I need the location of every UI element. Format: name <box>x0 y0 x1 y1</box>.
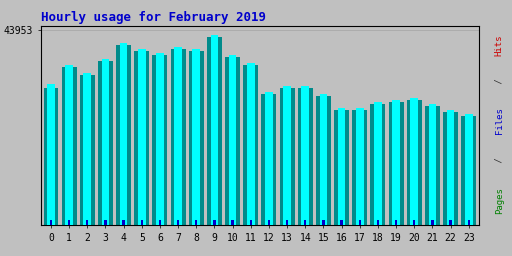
Bar <box>322 220 325 225</box>
Bar <box>374 102 382 225</box>
Bar <box>316 96 331 225</box>
Bar <box>156 53 164 225</box>
Bar <box>225 57 240 225</box>
Bar <box>193 49 200 225</box>
Bar <box>86 220 89 225</box>
Text: /: / <box>495 152 504 168</box>
Bar <box>170 49 185 225</box>
Bar <box>302 86 309 225</box>
Bar <box>65 65 73 225</box>
Text: Hits: Hits <box>495 35 504 56</box>
Bar <box>413 220 415 225</box>
Bar <box>395 220 397 225</box>
Bar <box>334 110 349 225</box>
Bar <box>120 43 127 225</box>
Bar <box>340 220 343 225</box>
Bar <box>450 220 452 225</box>
Bar <box>153 55 167 225</box>
Bar <box>356 108 364 225</box>
Text: /: / <box>495 72 504 89</box>
Bar <box>286 220 288 225</box>
Bar <box>231 220 233 225</box>
Bar <box>265 92 273 225</box>
Text: Hourly usage for February 2019: Hourly usage for February 2019 <box>41 12 266 24</box>
Bar <box>319 94 327 225</box>
Bar <box>352 110 367 225</box>
Bar <box>68 220 70 225</box>
Text: Pages: Pages <box>495 187 504 214</box>
Bar <box>159 220 161 225</box>
Bar <box>210 35 218 225</box>
Bar <box>47 84 55 225</box>
Bar <box>371 104 386 225</box>
Bar <box>338 108 346 225</box>
Bar <box>392 100 400 225</box>
Bar <box>207 37 222 225</box>
Bar <box>446 110 455 225</box>
Bar <box>214 220 216 225</box>
Bar <box>116 45 131 225</box>
Bar <box>425 106 440 225</box>
Bar <box>195 220 198 225</box>
Bar <box>247 63 254 225</box>
Bar <box>377 220 379 225</box>
Bar <box>174 47 182 225</box>
Bar <box>138 49 145 225</box>
Bar <box>465 114 473 225</box>
Bar <box>262 94 276 225</box>
Bar <box>443 112 458 225</box>
Bar <box>467 220 470 225</box>
Text: Files: Files <box>495 107 504 134</box>
Bar <box>44 88 58 225</box>
Bar <box>283 86 291 225</box>
Bar <box>429 104 436 225</box>
Bar <box>101 59 110 225</box>
Bar <box>268 220 270 225</box>
Bar <box>122 220 125 225</box>
Bar <box>134 51 149 225</box>
Bar <box>358 220 361 225</box>
Bar <box>141 220 143 225</box>
Bar <box>104 220 106 225</box>
Bar <box>304 220 306 225</box>
Bar <box>461 116 476 225</box>
Bar <box>410 98 418 225</box>
Bar <box>189 51 204 225</box>
Bar <box>407 100 422 225</box>
Bar <box>243 65 258 225</box>
Bar <box>98 61 113 225</box>
Bar <box>177 220 179 225</box>
Bar <box>431 220 434 225</box>
Bar <box>298 88 313 225</box>
Bar <box>250 220 252 225</box>
Bar <box>229 55 237 225</box>
Bar <box>83 73 91 225</box>
Bar <box>389 102 403 225</box>
Bar <box>50 220 52 225</box>
Bar <box>280 88 294 225</box>
Bar <box>61 67 77 225</box>
Bar <box>80 74 95 225</box>
